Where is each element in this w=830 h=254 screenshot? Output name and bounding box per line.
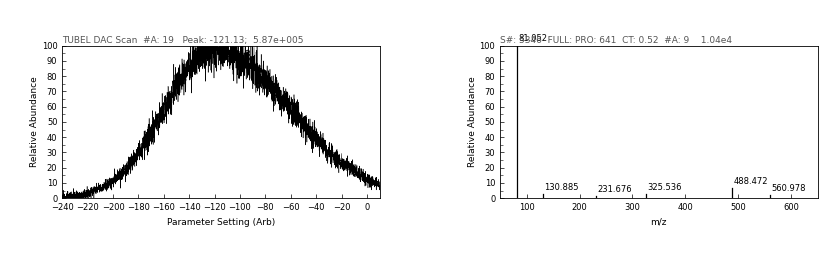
Text: TUBEL DAC Scan  #A: 19   Peak: -121.13;  5.87e+005: TUBEL DAC Scan #A: 19 Peak: -121.13; 5.8…	[62, 36, 304, 45]
Text: 231.676: 231.676	[598, 185, 632, 194]
Y-axis label: Relative Abundance: Relative Abundance	[468, 76, 476, 167]
Y-axis label: Relative Abundance: Relative Abundance	[30, 76, 39, 167]
Text: 560.978: 560.978	[772, 184, 806, 193]
Text: 488.472: 488.472	[733, 177, 768, 186]
Text: -121.13: -121.13	[217, 50, 251, 59]
Text: 130.885: 130.885	[544, 183, 579, 192]
X-axis label: m/z: m/z	[651, 217, 667, 227]
Text: 325.536: 325.536	[647, 183, 681, 192]
X-axis label: Parameter Setting (Arb): Parameter Setting (Arb)	[167, 217, 275, 227]
Text: 81.052: 81.052	[518, 35, 547, 43]
Text: S#: 5346  FULL: PRO: 641  CT: 0.52  #A: 9    1.04e4: S#: 5346 FULL: PRO: 641 CT: 0.52 #A: 9 1…	[500, 36, 732, 45]
